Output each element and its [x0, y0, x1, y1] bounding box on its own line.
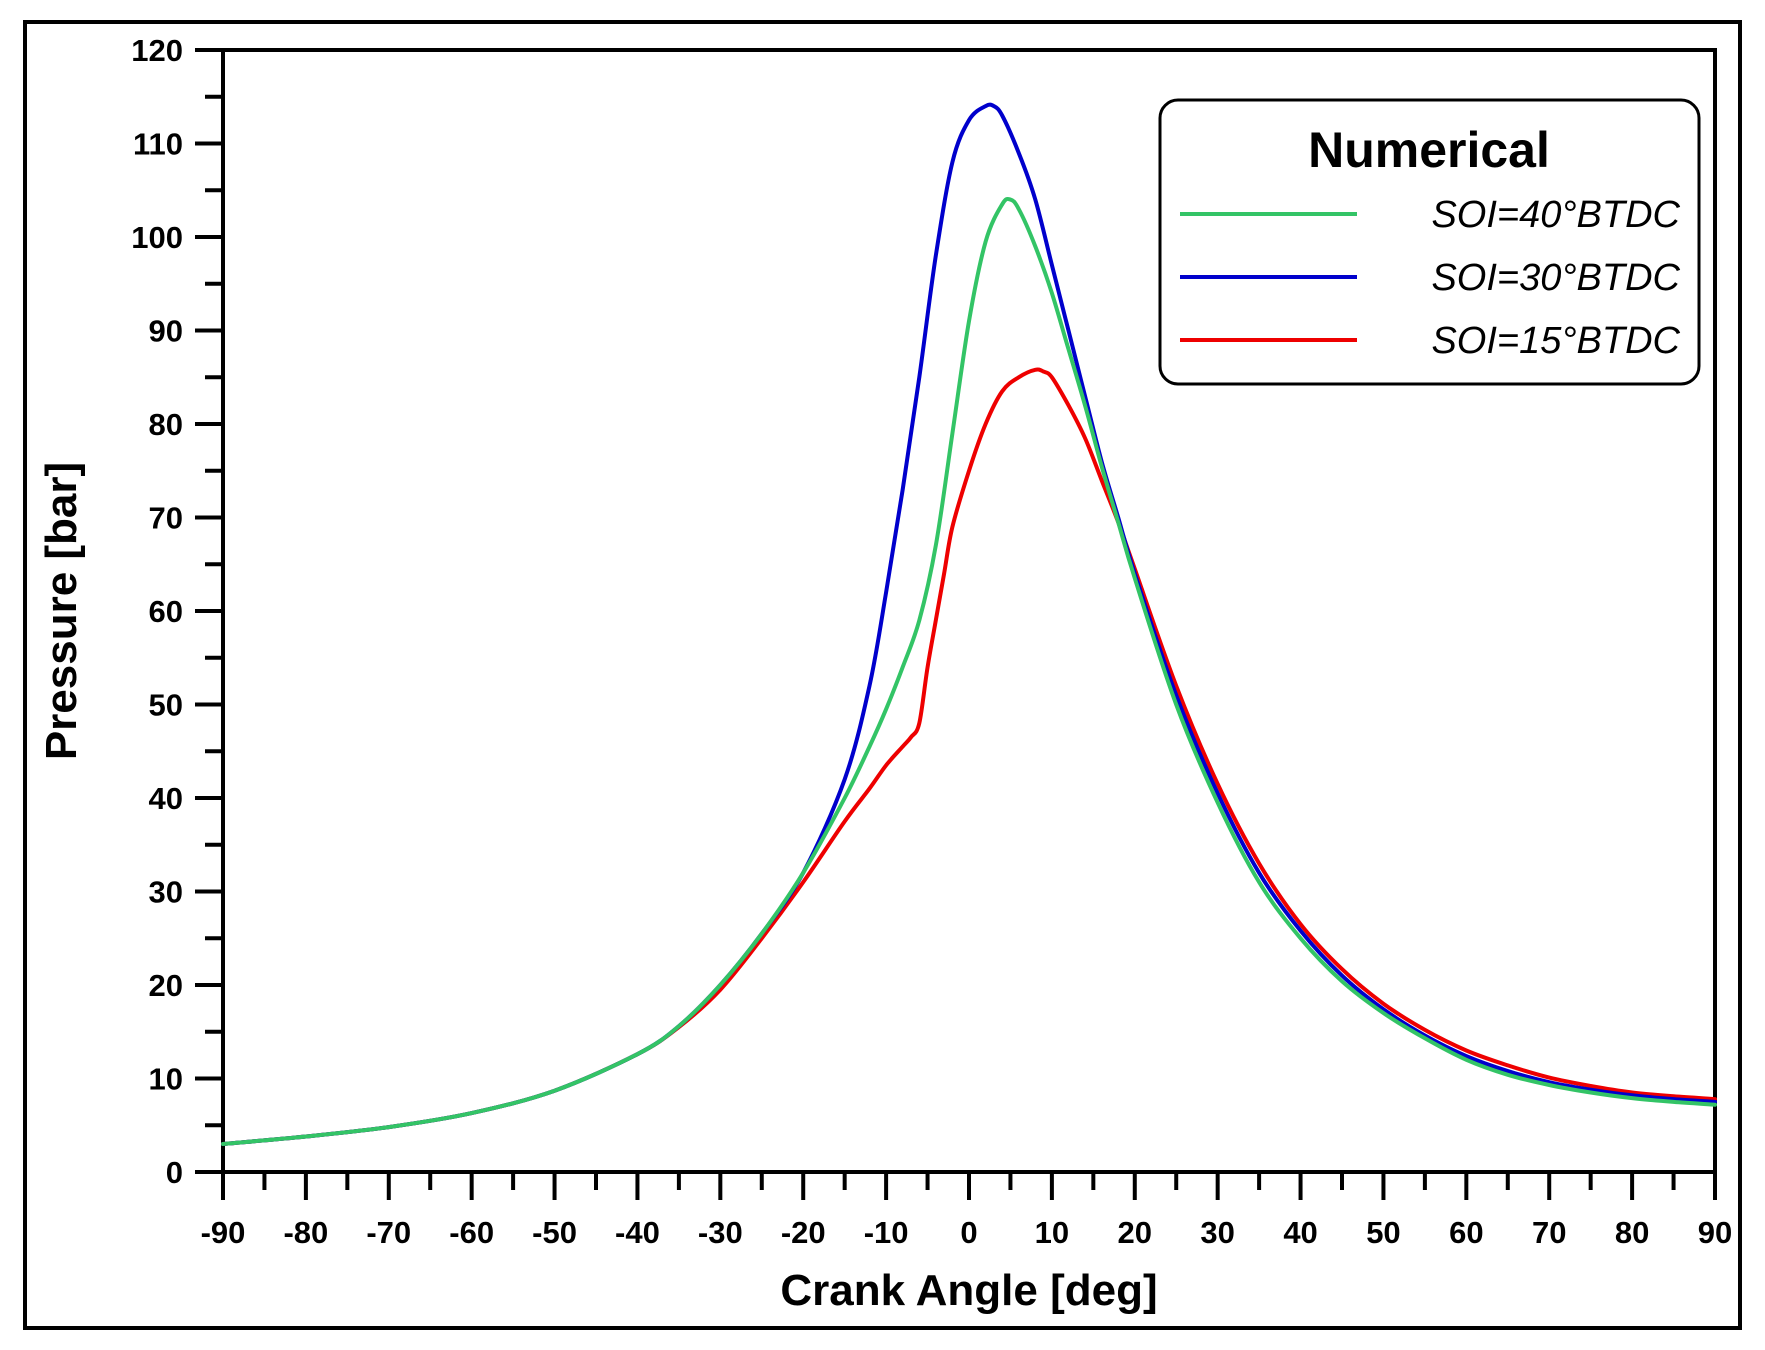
y-tick-label: 70 — [149, 501, 183, 536]
x-tick-label: -50 — [532, 1215, 577, 1250]
x-tick-label: -70 — [366, 1215, 411, 1250]
x-tick-label: 90 — [1698, 1215, 1732, 1250]
x-tick-label: -60 — [449, 1215, 494, 1250]
y-tick-label: 80 — [149, 407, 183, 442]
y-tick-label: 110 — [133, 127, 183, 162]
axis-ticks — [195, 48, 1717, 1200]
x-tick-label: 60 — [1449, 1215, 1483, 1250]
x-tick-label: -30 — [698, 1215, 743, 1250]
tick-labels: -90 -80 -70 -60 -50 -40 -30 -20 -10 0 10 20 30 40 50 60… — [131, 33, 1732, 1250]
x-tick-label: 30 — [1200, 1215, 1234, 1250]
y-tick-label: 100 — [131, 220, 183, 255]
y-tick-label: 20 — [149, 968, 183, 1003]
x-tick-label: -10 — [864, 1215, 909, 1250]
legend-label: SOI=15°BTDC — [1431, 320, 1680, 362]
series-line-15btdc — [221, 367, 1717, 1146]
x-tick-label: -80 — [283, 1215, 328, 1250]
y-tick-label: 120 — [131, 33, 183, 68]
y-tick-label: 50 — [149, 688, 183, 723]
x-tick-label: 40 — [1283, 1215, 1317, 1250]
y-tick-label: 10 — [149, 1062, 183, 1097]
series-lines — [221, 102, 1717, 1146]
legend-label: SOI=40°BTDC — [1431, 194, 1680, 236]
legend: Numerical SOI=40°BTDC SOI=30°BTDC SOI=15°B… — [1158, 98, 1701, 386]
x-tick-label: 80 — [1615, 1215, 1649, 1250]
x-tick-label: 70 — [1532, 1215, 1566, 1250]
x-tick-label: 0 — [960, 1215, 977, 1250]
x-axis-title: Crank Angle [deg] — [780, 1266, 1157, 1315]
legend-title: Numerical — [1308, 122, 1550, 178]
y-tick-label: 30 — [149, 875, 183, 910]
legend-box — [1158, 98, 1701, 386]
y-axis-title: Pressure [bar] — [37, 462, 86, 760]
series-line-40btdc — [221, 196, 1717, 1146]
x-tick-label: -40 — [615, 1215, 660, 1250]
y-tick-label: 60 — [149, 594, 183, 629]
x-tick-label: -20 — [781, 1215, 826, 1250]
y-tick-label: 40 — [149, 781, 183, 816]
x-tick-label: 50 — [1366, 1215, 1400, 1250]
x-tick-label: 20 — [1118, 1215, 1152, 1250]
y-tick-label: 90 — [149, 314, 183, 349]
x-tick-label: -90 — [201, 1215, 246, 1250]
legend-label: SOI=30°BTDC — [1431, 257, 1680, 299]
y-tick-label: 0 — [166, 1155, 183, 1190]
x-tick-label: 10 — [1035, 1215, 1069, 1250]
